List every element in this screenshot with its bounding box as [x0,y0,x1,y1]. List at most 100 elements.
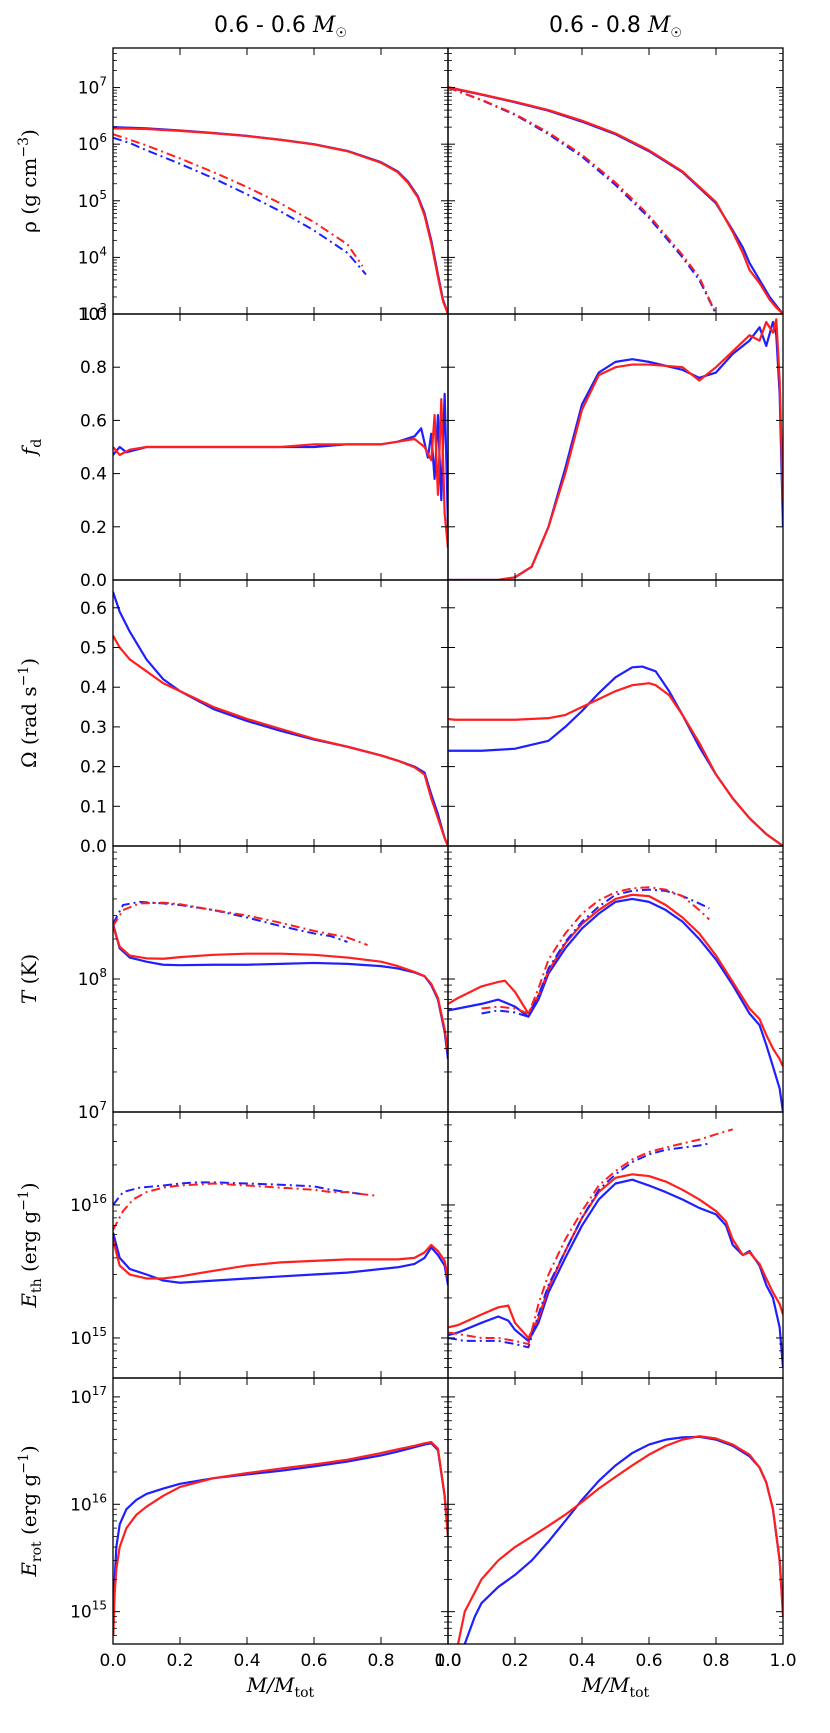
ylabel-omega: Ω (rad s−1) [16,658,41,768]
axes-frame [112,845,449,1113]
x-tick-label: 0.0 [434,1651,461,1671]
axes-frame [112,579,449,847]
ylabel-Eth: Eth (erg g−1) [16,1182,45,1308]
series-line-red-dash-dot [113,133,364,267]
axes-frame [447,47,784,315]
series-line-red-solid [113,1239,448,1280]
x-tick-label: 0.6 [300,1651,327,1671]
y-tick-label: 107 [78,1099,107,1123]
axes-frame [112,47,449,315]
y-tick-label: 0.8 [80,358,107,378]
series-line-blue-dash-dot [481,888,710,1018]
y-tick-label: 104 [78,244,107,268]
y-tick-label: 1.0 [80,305,107,325]
y-tick-label: 0.2 [80,518,107,538]
ylabel-rho: ρ (g cm−3) [16,129,41,233]
series-line-red-solid [448,682,783,846]
panel-Eth-1: 1015 1016 [70,1111,449,1379]
series-line-blue-solid [113,923,448,1060]
panel-fd-2 [447,313,784,581]
series-line-blue-dash-dot [113,1181,365,1206]
axes-frame [112,1111,449,1379]
x-tick-label: 0.6 [635,1651,662,1671]
panel-omega-2 [447,579,784,847]
y-tick-label: 0.1 [80,797,107,817]
y-tick-label: 106 [78,131,107,155]
ylabel-Erot: Erot (erg g−1) [16,1445,45,1577]
panel-T-2 [447,845,784,1113]
series-line-blue-solid [113,392,448,527]
y-tick-label: 0.4 [80,465,107,485]
series-line-blue-dash-dot [448,86,717,314]
series-line-red-solid [113,398,448,549]
y-tick-label: 1015 [70,1325,107,1349]
x-tick-label: 0.0 [99,1651,126,1671]
y-tick-label: 0.4 [80,678,107,698]
series-line-blue-dash-dot [448,1142,710,1349]
series-line-red-dash-dot [113,901,368,946]
x-tick-label: 0.2 [501,1651,528,1671]
series-line-blue-dash-dot [113,900,348,943]
panel-T-1: 107 108 [78,845,449,1123]
column-title-1: 0.6 - 0.6 M☉ [214,13,347,41]
series-line-blue-solid [448,665,783,846]
series-line-red-solid [448,893,783,1067]
series-line-blue-solid [113,126,448,314]
y-tick-label: 0.0 [80,571,107,591]
y-tick-label: 0.6 [80,599,107,619]
y-tick-label: 0.3 [80,718,107,738]
x-tick-label: 1.0 [769,1651,796,1671]
axes-frame [447,845,784,1113]
x-tick-label: 1.0 [434,1651,461,1671]
series-line-blue-dash-dot [113,136,367,276]
y-tick-label: 103 [78,301,107,325]
panel-rho-1: 103 104 105 106 107 [78,47,449,325]
series-line-blue-solid [448,1178,783,1368]
y-tick-label: 107 [78,75,107,99]
panel-Erot-2 [447,1377,784,1645]
ylabel-T: T (K) [17,954,41,1004]
series-line-red-solid [113,635,448,846]
series-line-blue-solid [448,320,783,580]
y-tick-label: 0.0 [80,837,107,857]
axes-frame [112,1377,449,1645]
series-line-blue-solid [113,591,448,846]
y-tick-label: 0.6 [80,411,107,431]
series-line-red-solid [456,1435,783,1644]
series-line-blue-solid [448,86,783,314]
panel-omega-1: 0.0 0.1 0.2 0.3 0.4 0.5 0.6 [80,579,449,857]
y-tick-label: 1017 [70,1384,107,1408]
x-axis-label-1: M/Mtot [246,1673,315,1701]
y-tick-label: 0.5 [80,638,107,658]
x-tick-label: 0.8 [702,1651,729,1671]
series-line-red-dash-dot [481,886,710,1015]
series-line-red-solid [448,318,783,580]
series-line-blue-solid [463,1435,783,1644]
series-line-blue-solid [113,1232,448,1286]
y-tick-label: 1016 [70,1491,107,1515]
series-line-red-solid [448,1173,783,1340]
panel-Eth-2 [447,1111,784,1379]
x-tick-label: 0.8 [367,1651,394,1671]
y-tick-label: 108 [78,966,107,990]
column-titles: 0.6 - 0.6 M☉ 0.6 - 0.8 M☉ [214,13,682,41]
y-tick-label: 0.2 [80,758,107,778]
panel-Erot-1: 1015 1016 1017 [70,1377,449,1645]
x-tick-label: 0.4 [568,1651,595,1671]
x-tick-label: 0.4 [233,1651,260,1671]
y-tick-label: 105 [78,188,107,212]
series-line-blue-solid [113,1442,448,1623]
x-axis-labels: 0.0 0.2 0.4 0.6 0.8 1.00.0 0.2 0.4 0.6 0.8 1.0M/Mt… [99,1651,796,1701]
series-line-red-solid [113,127,448,314]
series-line-red-solid [448,86,783,314]
series-line-red-dash-dot [448,1128,734,1346]
panels-grid: ρ (g cm−3)103104105106107fd0.00.20.40.60… [16,47,784,1645]
y-tick-label: 1015 [70,1599,107,1623]
column-title-2: 0.6 - 0.8 M☉ [549,13,682,41]
panel-rho-2 [447,47,784,315]
x-tick-label: 0.2 [166,1651,193,1671]
ylabel-fd: fd [17,439,45,457]
series-line-red-dash-dot [113,1182,375,1231]
axes-frame [447,579,784,847]
